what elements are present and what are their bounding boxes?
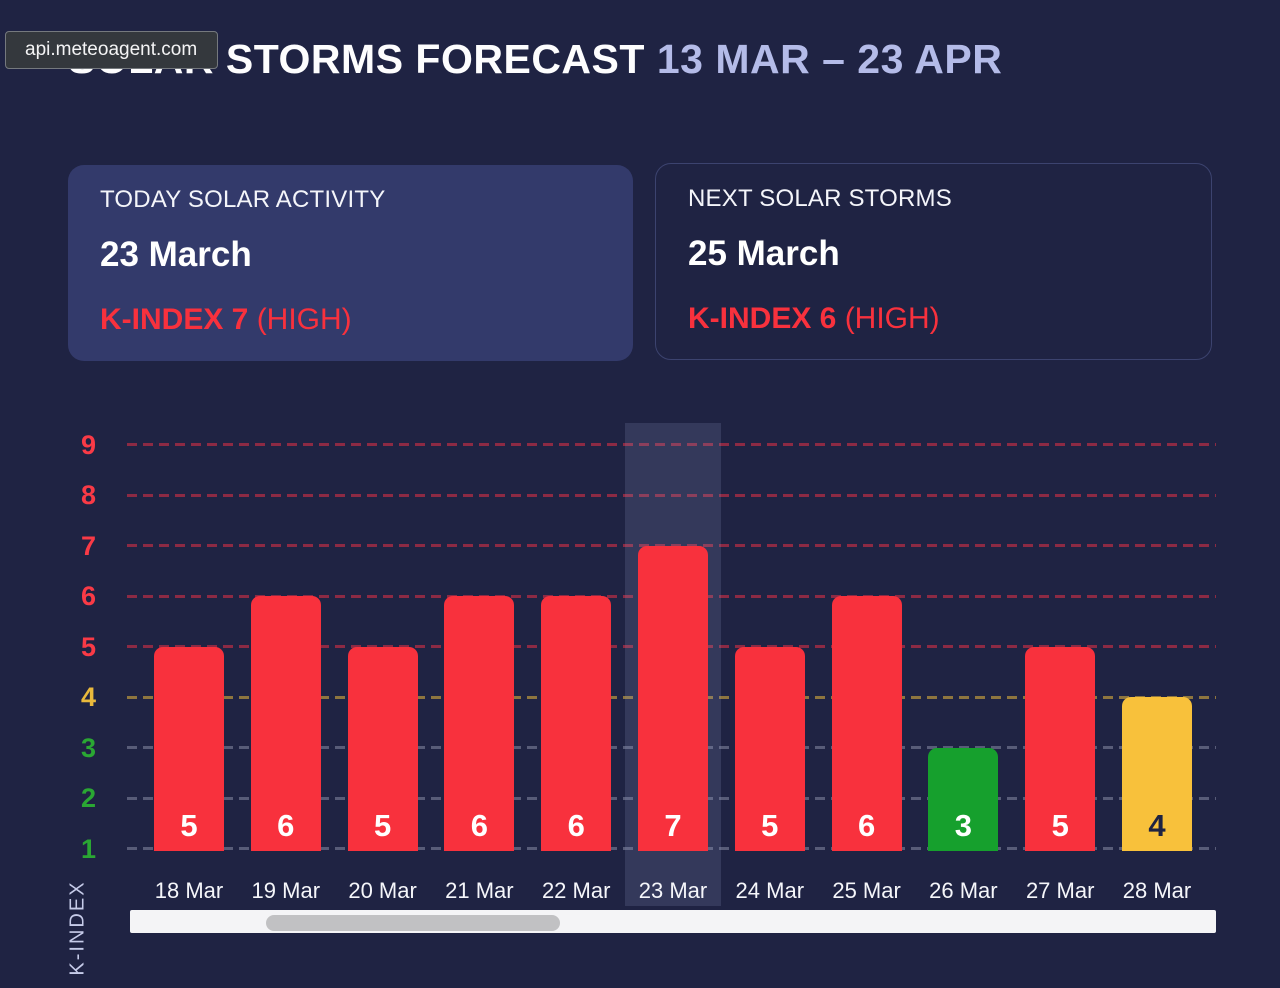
next-kindex-level: (HIGH) (836, 302, 940, 335)
bar-18-mar[interactable]: 5 (154, 646, 224, 851)
bar-value-label: 5 (761, 808, 779, 843)
next-card-date: 25 March (688, 234, 840, 273)
x-label-19-mar: 19 Mar (251, 878, 321, 903)
tooltip-text: api.meteoagent.com (25, 39, 198, 60)
x-label-27-mar: 27 Mar (1025, 878, 1095, 903)
bar-value-label: 6 (567, 808, 585, 843)
gridline-9 (127, 443, 1216, 446)
x-label-21-mar: 21 Mar (445, 878, 514, 903)
next-card-kindex: K-INDEX 6 (HIGH) (688, 302, 940, 336)
bar-value-label: 6 (857, 808, 876, 843)
today-kindex-level: (HIGH) (248, 303, 352, 336)
bar-value-label: 5 (180, 808, 198, 843)
x-label-25-mar: 25 Mar (832, 878, 901, 903)
bar-19-mar[interactable]: 6 (250, 596, 321, 851)
y-tick-4: 4 (80, 682, 96, 712)
bar-22-mar[interactable]: 6 (541, 596, 612, 851)
x-label-24-mar: 24 Mar (735, 878, 805, 903)
x-label-23-mar: 23 Mar (638, 878, 708, 903)
bar-value-label: 5 (373, 808, 392, 843)
gridline-8 (127, 493, 1216, 497)
bar-value-label: 4 (1148, 808, 1166, 843)
y-tick-6: 6 (80, 581, 96, 611)
bar-value-label: 6 (470, 808, 489, 843)
y-tick-7: 7 (80, 530, 96, 561)
next-kindex-value: K-INDEX 6 (688, 302, 837, 335)
y-tick-1: 1 (80, 833, 96, 864)
bar-25-mar[interactable]: 6 (831, 596, 902, 851)
today-kindex-value: K-INDEX 7 (100, 303, 249, 336)
bar-20-mar[interactable]: 5 (347, 646, 418, 851)
y-axis-title: K-INDEX (66, 880, 89, 976)
bar-value-label: 7 (664, 808, 682, 843)
y-tick-9: 9 (80, 429, 96, 460)
next-storms-card: NEXT SOLAR STORMS 25 March K-INDEX 6 (HI… (655, 163, 1212, 360)
today-card-label: TODAY SOLAR ACTIVITY (100, 186, 386, 213)
horizontal-scrollbar-thumb[interactable] (266, 915, 560, 931)
y-tick-8: 8 (80, 480, 96, 510)
bar-27-mar[interactable]: 5 (1025, 646, 1096, 851)
y-tick-5: 5 (80, 631, 96, 662)
bar-28-mar[interactable]: 4 (1122, 697, 1192, 851)
x-label-18-mar: 18 Mar (154, 878, 224, 903)
bar-value-label: 3 (954, 808, 973, 843)
x-label-28-mar: 28 Mar (1122, 878, 1192, 903)
today-activity-card: TODAY SOLAR ACTIVITY 23 March K-INDEX 7 … (68, 165, 633, 361)
bar-23-mar[interactable]: 7 (638, 545, 708, 851)
link-status-tooltip: api.meteoagent.com (5, 31, 219, 69)
bar-value-label: 6 (277, 808, 295, 843)
bar-21-mar[interactable]: 6 (444, 596, 515, 851)
x-label-20-mar: 20 Mar (348, 878, 417, 903)
next-card-label: NEXT SOLAR STORMS (688, 185, 952, 212)
bar-value-label: 5 (1051, 808, 1069, 843)
today-card-date: 23 March (100, 235, 252, 274)
bar-26-mar[interactable]: 3 (928, 747, 999, 851)
x-label-26-mar: 26 Mar (929, 878, 998, 903)
page-title: SOLAR STORMS FORECAST 13 MAR – 23 APR (68, 36, 1002, 83)
y-tick-3: 3 (80, 732, 96, 763)
y-tick-2: 2 (80, 783, 96, 813)
today-card-kindex: K-INDEX 7 (HIGH) (100, 303, 352, 337)
bar-24-mar[interactable]: 5 (734, 646, 805, 851)
page-title-range: 13 MAR – 23 APR (656, 36, 1003, 82)
x-label-22-mar: 22 Mar (541, 878, 611, 903)
